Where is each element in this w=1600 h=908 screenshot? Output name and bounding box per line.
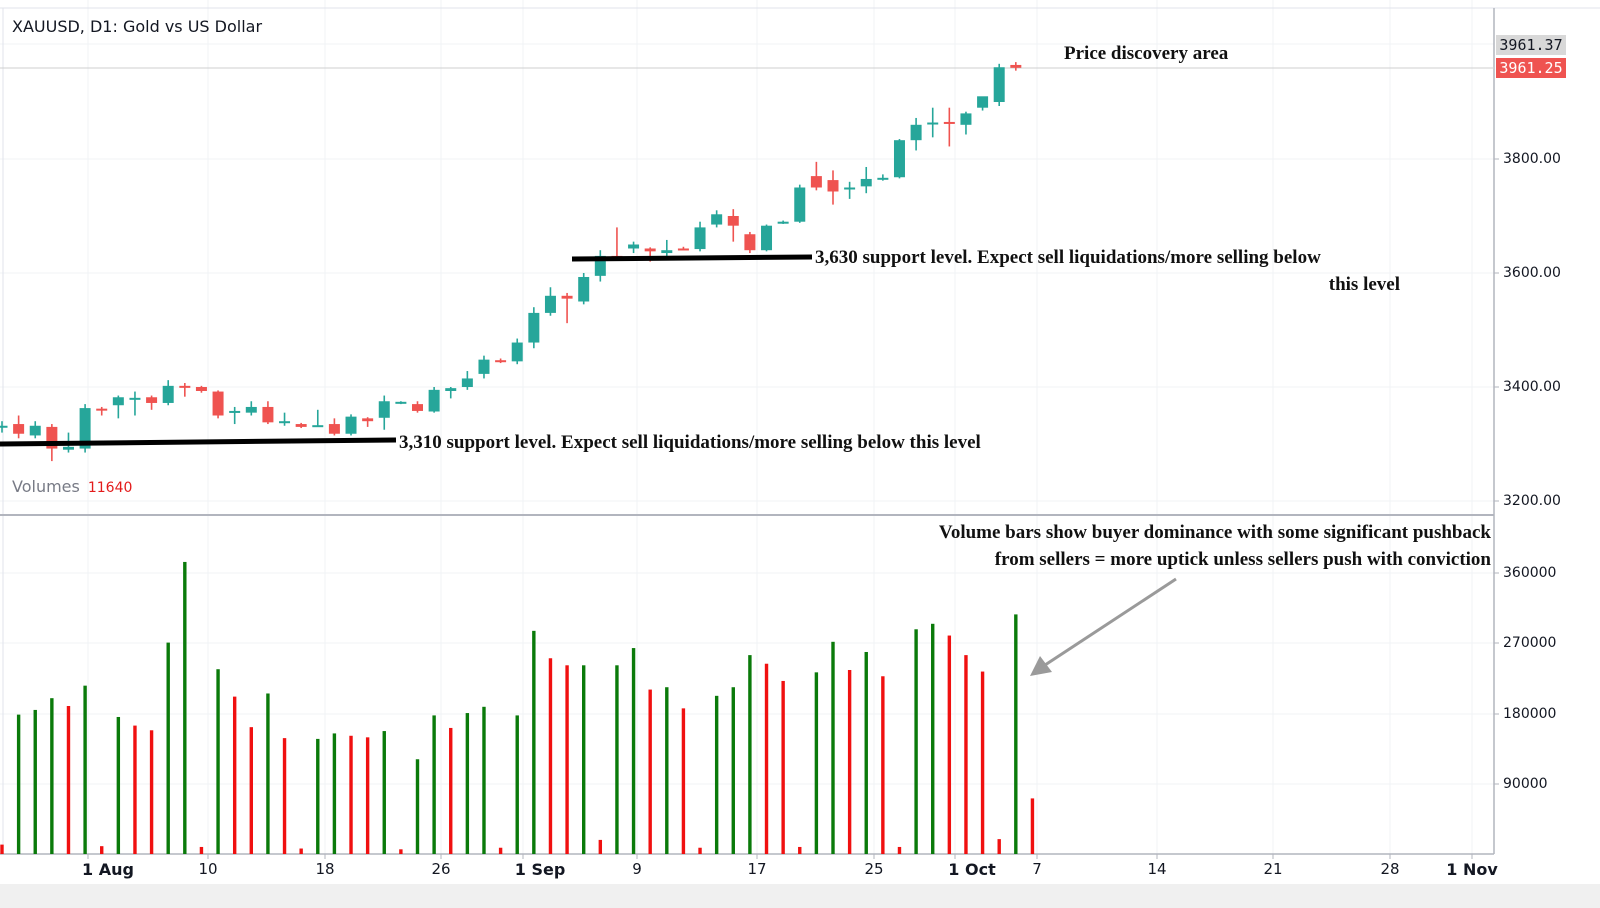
time-axis-tick: 28 <box>1380 860 1400 878</box>
annotation-support-3630-line2: this level <box>1328 274 1400 295</box>
time-axis-tick: 7 <box>1032 860 1042 878</box>
annotation-volume-note-line1: Volume bars show buyer dominance with so… <box>938 522 1491 543</box>
time-axis-tick: 1 Oct <box>948 860 996 879</box>
annotation-support-3630-line1: 3,630 support level. Expect sell liquida… <box>815 247 1321 268</box>
time-axis-tick: 26 <box>431 860 451 878</box>
chart-title: XAUUSD, D1: Gold vs US Dollar <box>12 17 263 36</box>
volume-series <box>0 561 1035 854</box>
volume-axis-tick: 360000 <box>1503 565 1557 581</box>
annotation-support-3310: 3,310 support level. Expect sell liquida… <box>399 432 981 453</box>
time-axis-tick: 10 <box>198 860 218 878</box>
time-axis-tick: 1 Nov <box>1446 860 1498 879</box>
annotation-volume-note-line2: from sellers = more uptick unless seller… <box>994 549 1491 570</box>
time-axis-tick: 14 <box>1147 860 1167 878</box>
price-axis-tick: 3800.00 <box>1503 151 1561 167</box>
volume-axis-tick: 90000 <box>1503 776 1548 792</box>
price-axis-tick: 3600.00 <box>1503 265 1561 281</box>
candlestick-series <box>0 62 1022 462</box>
time-axis-tick: 18 <box>315 860 335 878</box>
last-price-tag: 3961.37 <box>1496 35 1566 55</box>
volume-legend-label: Volumes <box>12 477 80 496</box>
price-axis-tick: 3200.00 <box>1503 493 1561 509</box>
time-axis-tick: 21 <box>1263 860 1283 878</box>
time-axis-tick: 25 <box>864 860 884 878</box>
volume-legend-value: 11640 <box>87 480 133 496</box>
time-axis-tick: 17 <box>747 860 767 878</box>
time-axis-tick: 1 Sep <box>514 860 566 879</box>
time-axis-tick: 9 <box>632 860 642 878</box>
volume-axis-tick: 270000 <box>1503 635 1557 651</box>
volume-legend: Volumes 11640 <box>12 477 132 496</box>
price-axis-tick: 3400.00 <box>1503 379 1561 395</box>
annotation-price-discovery: Price discovery area <box>1064 43 1229 64</box>
volume-axis-tick: 180000 <box>1503 706 1557 722</box>
time-axis-tick: 1 Aug <box>82 860 134 879</box>
close-price-tag: 3961.25 <box>1496 58 1566 78</box>
drawing-overlays <box>0 254 1177 676</box>
